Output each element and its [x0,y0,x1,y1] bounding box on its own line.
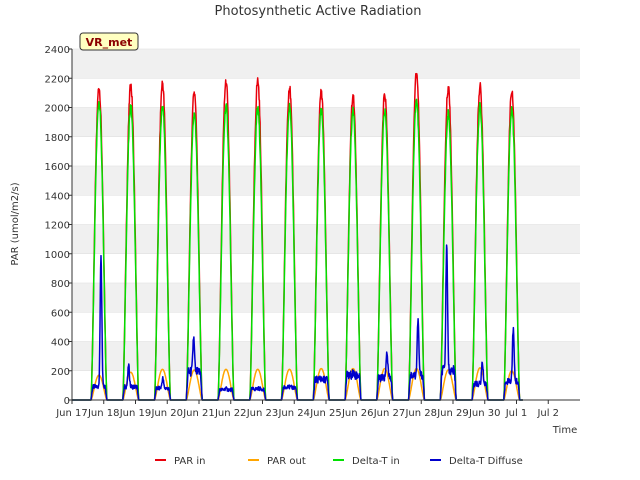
x-tick-label: Jun 23 [246,408,279,419]
x-tick-label: Jun 26 [341,408,374,419]
x-tick-label: Jun 24 [277,408,310,419]
background-band [72,341,580,371]
y-tick-label: 1200 [45,221,70,232]
site-badge-label: VR_met [86,36,133,49]
x-tick-label: Jun 28 [404,408,437,419]
y-tick-label: 2400 [45,45,70,56]
chart-title: Photosynthetic Active Radiation [215,4,422,19]
legend-label: PAR in [174,456,205,467]
x-axis-label: Time [552,425,577,436]
background-band [72,49,580,79]
y-tick-label: 2200 [45,74,70,85]
tick-labels: 0 200 400 600 800 1000 1200 1400 1600 1800 2000 220… [45,45,560,419]
x-tick-label: Jun 21 [182,408,215,419]
y-tick-label: 1000 [45,250,70,261]
legend: PAR in PAR out Delta-T in Delta-T Diffuse [155,456,523,467]
y-tick-label: 800 [51,279,70,290]
background-band [72,107,580,137]
y-tick-label: 1400 [45,191,70,202]
y-tick-label: 0 [64,396,70,407]
x-tick-label: Jun 25 [309,408,342,419]
legend-label: Delta-T Diffuse [449,456,523,467]
y-tick-label: 400 [51,338,70,349]
x-tick-label: Jun 29 [436,408,469,419]
x-tick-label: Jun 27 [373,408,406,419]
x-tick-label: Jun 22 [214,408,247,419]
legend-label: Delta-T in [352,456,400,467]
y-tick-label: 600 [51,308,70,319]
x-tick-label: Jun 20 [150,408,183,419]
x-tick-label: Jun 18 [87,408,120,419]
x-tick-label: Jul 2 [536,408,559,419]
legend-label: PAR out [267,456,306,467]
x-tick-label: Jun 19 [119,408,152,419]
background-band [72,166,580,196]
x-tick-label: Jun 30 [468,408,501,419]
x-tick-label: Jul 1 [505,408,528,419]
y-tick-label: 1600 [45,162,70,173]
y-tick-label: 1800 [45,133,70,144]
y-axis-label: PAR (umol/m2/s) [10,182,21,265]
y-tick-label: 2000 [45,104,70,115]
site-badge: VR_met [79,32,139,51]
y-tick-label: 200 [51,367,70,378]
x-tick-label: Jun 17 [55,408,88,419]
